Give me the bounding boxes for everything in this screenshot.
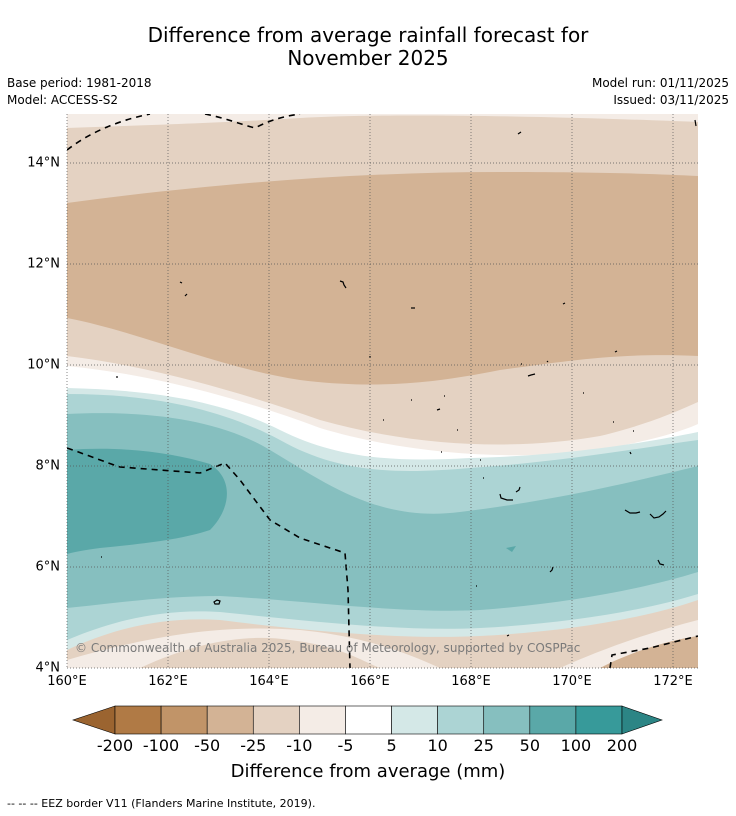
eez-border-west: [67, 447, 351, 668]
map-title-line1: Difference from average rainfall forecas…: [147, 23, 589, 47]
issued-date: Issued: 03/11/2025: [613, 93, 729, 107]
copyright-notice: © Commonwealth of Australia 2025, Bureau…: [75, 641, 581, 655]
colorbar-swatch: [391, 705, 438, 735]
lon-label-164e: 164°E: [249, 674, 289, 689]
lat-label-14n: 14°N: [27, 155, 60, 171]
lat-label-6n: 6°N: [35, 559, 61, 575]
small-wet-patch: [506, 546, 516, 552]
colorbar-tick-label: -50: [194, 736, 221, 755]
lon-label-168e: 168°E: [451, 674, 491, 689]
colorbar-tick-label: -25: [240, 736, 267, 755]
colorbar-swatch: [575, 705, 623, 735]
eez-borders: [67, 114, 698, 668]
colorbar-swatch: [206, 705, 254, 735]
colorbar-tick-label: -5: [337, 736, 354, 755]
lon-label-160e: 160°E: [47, 674, 87, 689]
band-south-minus-10: [140, 637, 380, 668]
band-top-light: [67, 114, 698, 128]
lon-label-166e: 166°E: [350, 674, 390, 689]
colorbar-tick-label: 100: [560, 736, 592, 755]
colorbar-swatch: [529, 705, 577, 735]
lon-label-172e: 172°E: [653, 674, 693, 689]
colorbar-swatch: [299, 705, 346, 735]
colorbar-tick-label: 50: [519, 736, 540, 755]
gridlines: [66, 114, 698, 669]
band-plus-100: [67, 448, 227, 554]
colorbar-swatch: [483, 705, 531, 735]
model-name: Model: ACCESS-S2: [7, 93, 119, 107]
model-run: Model run: 01/11/2025: [591, 76, 729, 90]
lat-label-10n: 10°N: [27, 357, 60, 373]
eez-footnote: -- -- -- EEZ border V11 (Flanders Marine…: [7, 797, 316, 810]
colorbar-tick-label: 10: [427, 736, 448, 755]
base-period: Base period: 1981-2018: [7, 76, 152, 90]
colorbar-title: Difference from average (mm): [230, 761, 506, 782]
lat-label-8n: 8°N: [35, 458, 61, 474]
eez-border-nw: [67, 114, 151, 151]
colorbar-swatch: [114, 705, 162, 735]
eez-border-north: [204, 114, 301, 129]
colorbar: [72, 705, 663, 735]
colorbar-extend-low: [72, 705, 116, 735]
lon-label-170e: 170°E: [552, 674, 592, 689]
map-title-line2: November 2025: [287, 46, 449, 70]
colorbar-tick-label: 5: [386, 736, 397, 755]
anomaly-field: [67, 114, 698, 668]
lat-label-4n: 4°N: [35, 660, 61, 676]
band-minus-25-north: [67, 172, 698, 385]
colorbar-tick-label: -10: [286, 736, 313, 755]
colorbar-swatch: [252, 705, 300, 735]
colorbar-tick-label: -100: [142, 736, 180, 755]
colorbar-swatch: [160, 705, 208, 735]
lat-label-12n: 12°N: [27, 256, 60, 272]
colorbar-tick-label: 25: [473, 736, 494, 755]
colorbar-swatch: [345, 705, 392, 735]
colorbar-swatch: [437, 705, 485, 735]
colorbar-tick-label: 200: [606, 736, 638, 755]
band-plus-50: [67, 413, 698, 611]
lon-label-162e: 162°E: [148, 674, 188, 689]
band-southeast-minus-25: [600, 636, 698, 668]
colorbar-tick-label: -200: [96, 736, 134, 755]
colorbar-extend-high: [621, 705, 663, 735]
